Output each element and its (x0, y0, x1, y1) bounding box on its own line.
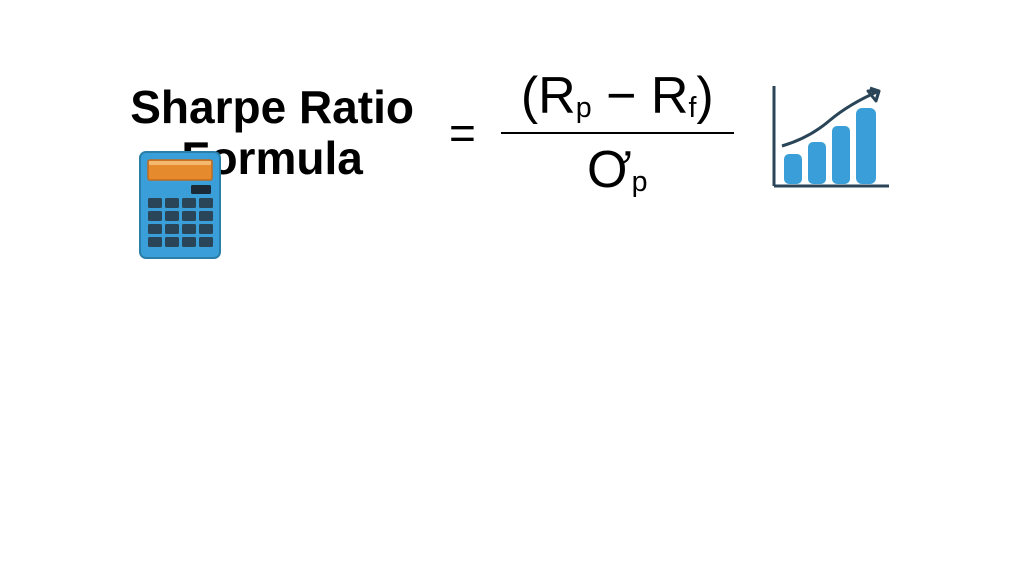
paren-open: ( (521, 67, 538, 125)
minus: − (592, 67, 651, 125)
var-rp-sub: p (576, 92, 592, 124)
var-rf-sub: f (688, 92, 696, 124)
calculator-icon (135, 150, 225, 265)
sigma-sub: p (632, 166, 648, 198)
numerator: (Rp − Rf) (501, 60, 734, 132)
formula-fraction: (Rp − Rf) Ơp (501, 60, 734, 206)
sigma: Ơ (587, 141, 632, 199)
title-line1: Sharpe Ratio (130, 82, 414, 133)
denominator: Ơp (567, 134, 668, 206)
paren-close: ) (696, 67, 713, 125)
growth-chart-icon (764, 76, 894, 201)
var-rf-r: R (651, 67, 689, 125)
equals-sign: = (449, 106, 476, 160)
var-rp-r: R (538, 67, 576, 125)
